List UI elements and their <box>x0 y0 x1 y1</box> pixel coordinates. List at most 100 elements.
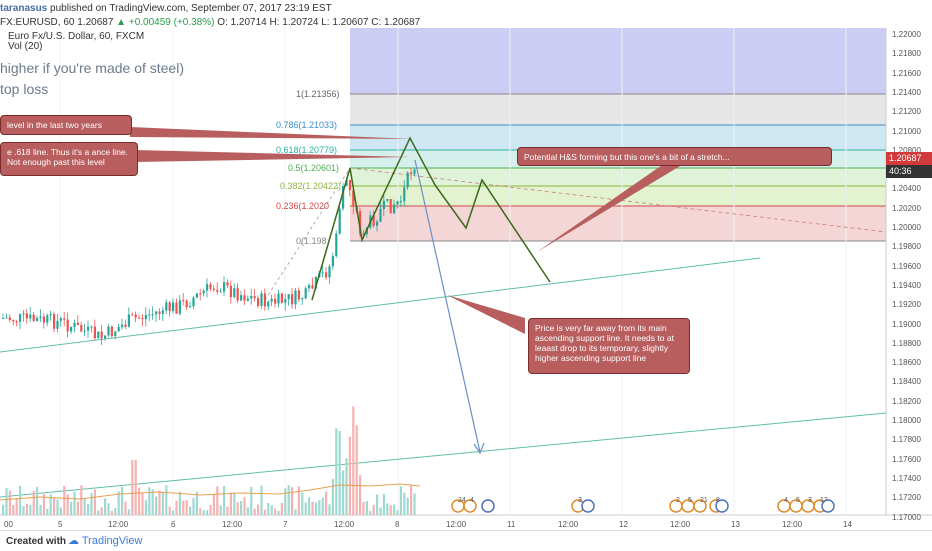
us-flag-event-icon[interactable] <box>821 499 835 513</box>
candle-body <box>189 306 192 308</box>
volume-bar <box>342 470 345 515</box>
candle-body <box>121 324 124 328</box>
price-axis-label: 1.18000 <box>892 416 921 425</box>
candle-body <box>284 299 287 303</box>
time-axis-label: 7 <box>283 520 288 529</box>
candle-body <box>63 318 66 320</box>
candle-body <box>90 326 93 328</box>
volume-bar <box>182 500 185 515</box>
hs-projection <box>311 136 551 301</box>
tradingview-logo[interactable]: ☁ TradingView <box>68 535 143 547</box>
candle-body <box>243 295 246 301</box>
temporary-support-line <box>0 257 761 353</box>
volume-bar <box>328 504 331 515</box>
candle-body <box>359 210 362 235</box>
volume-bar <box>134 460 137 515</box>
volume-bar <box>22 506 25 515</box>
volume-bar <box>158 490 161 515</box>
price-axis-label: 1.19600 <box>892 261 921 271</box>
volume-bar <box>212 494 215 515</box>
volume-bar <box>195 491 198 515</box>
callout-hs-pattern[interactable]: Potential H&S forming but this one's a b… <box>517 147 832 166</box>
volume-bar <box>15 498 18 515</box>
ohlc-values: O: 1.20714 H: 1.20724 L: 1.20607 C: 1.20… <box>217 17 421 28</box>
candle-body <box>277 293 280 304</box>
event-marker-label: 21 <box>700 497 708 504</box>
candle-body <box>321 272 324 274</box>
volume-bar <box>379 507 382 515</box>
fib-label-618: 0.618(1.20779) <box>276 145 338 155</box>
candle-body <box>250 296 253 299</box>
fib-label-0: 0(1.198 <box>296 236 327 246</box>
candle-body <box>185 300 188 308</box>
volume-bar <box>178 491 181 515</box>
time-axis-label: 12:00 <box>558 520 579 529</box>
fib-zone-786 <box>350 125 886 150</box>
fib-label-5: 0.5(1.20601) <box>288 163 340 173</box>
note-text-2: top loss <box>0 81 49 97</box>
us-flag-event-icon[interactable] <box>581 499 595 513</box>
candle-body <box>233 288 236 298</box>
symbol-line: FX:EURUSD, 60 1.20687 ▲ +0.00459 (+0.38%… <box>0 17 420 28</box>
us-flag-event-icon[interactable] <box>715 499 729 513</box>
volume-bar <box>49 494 52 515</box>
volume-bar <box>233 492 236 515</box>
candle-body <box>301 298 304 300</box>
candle-body <box>413 169 416 175</box>
volume-bar <box>39 504 42 515</box>
volume-bar <box>240 500 243 515</box>
candle-body <box>240 295 243 301</box>
candle-body <box>161 310 164 314</box>
callout-support-line[interactable]: Price is very far away from its main asc… <box>528 318 690 374</box>
candle-body <box>352 190 355 207</box>
volume-bar <box>399 486 402 515</box>
candle-body <box>107 326 110 336</box>
candle-body <box>236 288 239 301</box>
candle-body <box>304 288 307 299</box>
candle-body <box>56 320 59 329</box>
volume-bar <box>389 505 392 515</box>
publisher-username[interactable]: taranasus <box>0 3 48 14</box>
volume-bar <box>386 503 389 515</box>
volume-bar <box>36 486 39 515</box>
price-axis-label: 1.18200 <box>892 396 921 406</box>
volume-bar <box>294 509 297 515</box>
volume-ma-line <box>0 483 421 501</box>
event-markers[interactable]: 24 4 3 2 5 21 8 4 5 3 12 <box>451 497 835 513</box>
candle-body <box>229 285 232 298</box>
us-flag-event-icon[interactable] <box>481 499 495 513</box>
candle-body <box>270 298 273 302</box>
volume-bar <box>93 489 96 515</box>
volume-bar <box>229 492 232 515</box>
volume-bar <box>165 485 168 515</box>
publisher-info: published on TradingView.com, September … <box>50 3 332 14</box>
symbol-price: FX:EURUSD, 60 1.20687 <box>0 17 114 28</box>
volume-bar <box>335 428 338 515</box>
fib-zone-top <box>350 28 886 94</box>
candle-body <box>151 314 154 316</box>
candle-body <box>59 318 62 321</box>
event-marker-label: 5 <box>796 497 800 504</box>
callout-two-year-level[interactable]: level in the last two years <box>0 115 132 135</box>
volume-indicator-label: Vol (20) <box>8 41 43 52</box>
candle-body <box>144 314 147 320</box>
volume-bar <box>131 460 134 515</box>
candle-body <box>291 294 294 305</box>
volume-bar <box>121 486 124 515</box>
economic-event-icon[interactable] <box>463 499 477 513</box>
volume-bar <box>287 485 290 515</box>
volume-bar <box>76 501 79 515</box>
candle-body <box>226 282 229 286</box>
candle-body <box>263 293 266 307</box>
candle-body <box>199 293 202 295</box>
time-axis-label: 12:00 <box>782 520 803 529</box>
economic-event-icon[interactable] <box>693 499 707 513</box>
callout-618-resistance[interactable]: e .618 line. Thus it's a ance line. Not … <box>0 142 138 176</box>
callout-pointer-hs <box>537 163 685 252</box>
candle-body <box>12 320 15 322</box>
candle-body <box>178 300 181 314</box>
volume-bar <box>223 485 226 515</box>
time-axis-label: 13 <box>731 520 740 529</box>
volume-bar <box>393 504 396 515</box>
